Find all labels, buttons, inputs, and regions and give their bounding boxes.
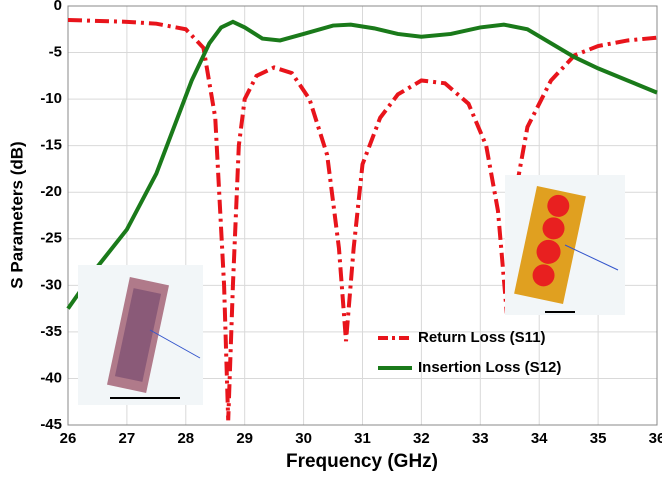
x-tick-label: 27 [119,430,136,447]
y-tick-label: 0 [54,0,62,14]
y-tick-label: -10 [40,90,62,107]
y-tick-label: -5 [49,44,62,61]
x-tick-label: 36 [649,430,662,447]
inset-right [505,175,625,315]
x-tick-label: 31 [354,430,371,447]
y-tick-label: -30 [40,276,62,293]
y-axis-label: S Parameters (dB) [7,141,26,288]
y-tick-label: -25 [40,230,62,247]
legend-label: Insertion Loss (S12) [418,359,561,376]
x-tick-label: 32 [413,430,430,447]
x-tick-label: 30 [295,430,312,447]
x-tick-label: 28 [177,430,194,447]
x-tick-label: 33 [472,430,489,447]
x-tick-label: 35 [590,430,607,447]
y-tick-label: -20 [40,183,62,200]
chart: S Parameters (dB) Frequency (GHz) Return… [0,0,662,477]
x-tick-label: 26 [60,430,77,447]
y-tick-label: -40 [40,369,62,386]
y-tick-label: -15 [40,137,62,154]
inset-left [78,265,203,405]
y-tick-label: -35 [40,323,62,340]
legend-label: Return Loss (S11) [418,329,546,346]
legend: Return Loss (S11) Insertion Loss (S12) [378,329,561,376]
x-axis-label: Frequency (GHz) [286,451,438,472]
x-tick-label: 29 [236,430,253,447]
x-tick-label: 34 [531,430,548,447]
